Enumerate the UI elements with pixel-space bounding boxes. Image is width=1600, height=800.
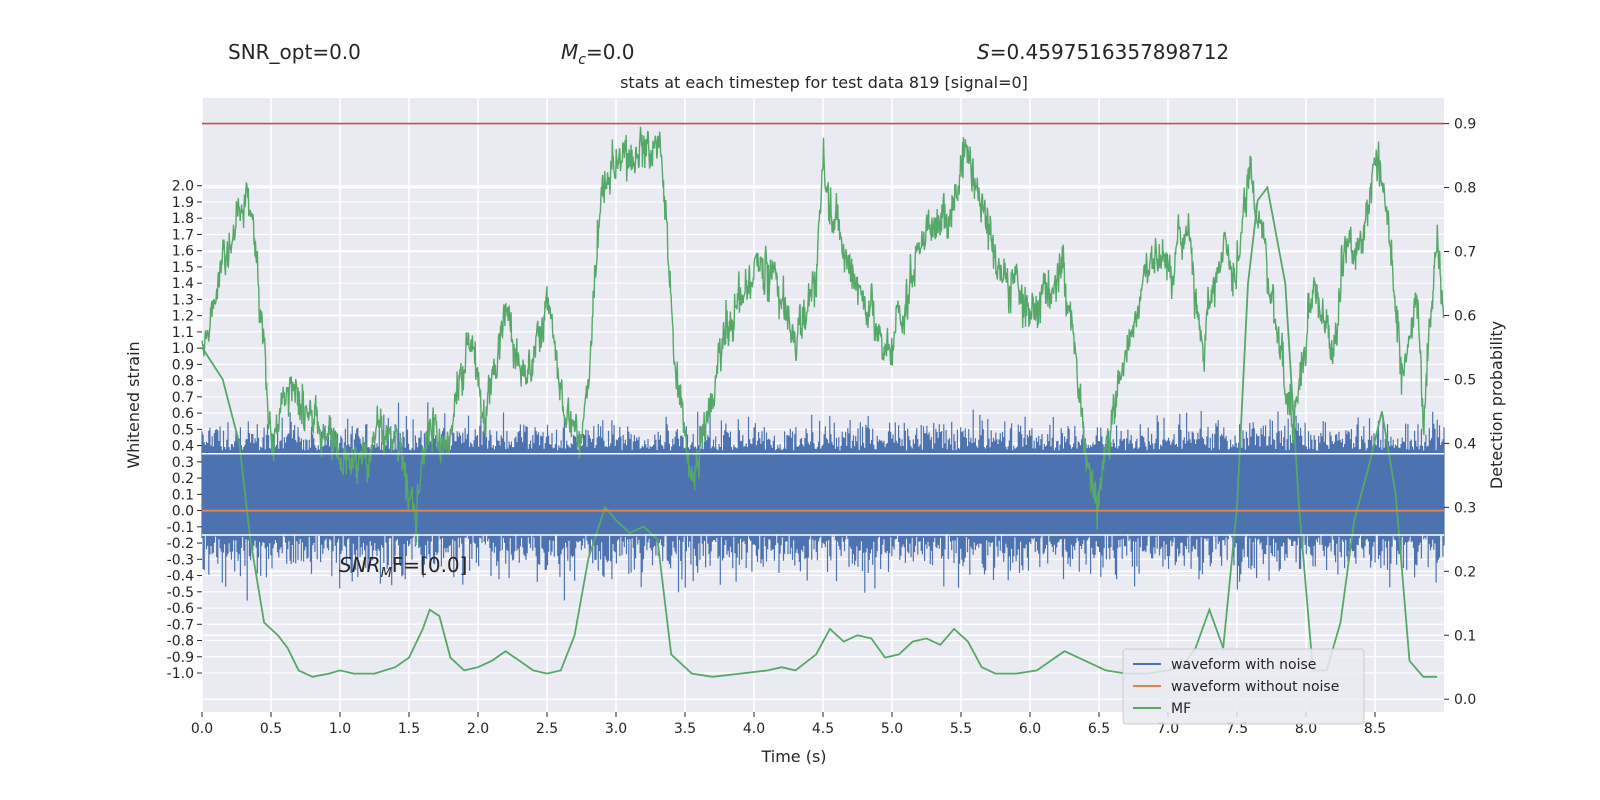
- x-tick-label: 2.5: [536, 721, 558, 737]
- y-right-tick-label: 0.5: [1454, 372, 1476, 388]
- x-tick-label: 2.0: [467, 721, 489, 737]
- y-axis-left-title: Whitened strain: [124, 341, 143, 468]
- y-left-tick-label: 1.0: [172, 341, 194, 357]
- x-tick-label: 3.0: [605, 721, 627, 737]
- x-tick-label: 0.0: [191, 721, 213, 737]
- detection-probability-series: [201, 126, 1445, 546]
- waveform-without-noise-series: [202, 452, 1444, 536]
- x-tick-label: 8.5: [1364, 721, 1386, 737]
- y-left-tick-label: 0.7: [172, 390, 194, 406]
- y-left-tick-label: 0.2: [172, 471, 194, 487]
- y-left-tick-label: -1.0: [167, 666, 194, 682]
- y-left-tick-label: 1.1: [172, 325, 194, 341]
- y-left-tick-label: -0.8: [167, 634, 194, 650]
- y-right-tick-label: 0.4: [1454, 436, 1476, 452]
- legend-label-without-noise: waveform without noise: [1171, 679, 1339, 695]
- x-tick-label: 1.0: [329, 721, 351, 737]
- y-left-tick-label: 1.8: [172, 211, 194, 227]
- header-stats: SNR_opt=0.0 Mc=0.0 S=0.4597516357898712: [228, 40, 1229, 68]
- x-axis-title: Time (s): [760, 747, 826, 766]
- y-left-tick-label: 0.0: [172, 504, 194, 520]
- x-tick-label: 8.0: [1295, 721, 1317, 737]
- y-left-tick-label: 0.5: [172, 422, 194, 438]
- y-left-tick-label: 0.3: [172, 455, 194, 471]
- legend-label-mf: MF: [1171, 701, 1191, 717]
- y-right-tick-label: 0.7: [1454, 245, 1476, 261]
- x-tick-label: 7.0: [1157, 721, 1179, 737]
- y-left-tick-label: 1.4: [172, 276, 194, 292]
- y-left-tick-label: 1.3: [172, 292, 194, 308]
- y-left-tick-label: 0.9: [172, 357, 194, 373]
- y-left-tick-label: -0.3: [167, 552, 194, 568]
- legend: waveform with noise waveform without noi…: [1122, 648, 1365, 725]
- x-tick-label: 4.5: [812, 721, 834, 737]
- x-tick-label: 6.5: [1088, 721, 1110, 737]
- mc-value: =0.0: [586, 40, 635, 64]
- x-tick-label: 5.5: [950, 721, 972, 737]
- y-left-tick-label: 1.9: [172, 195, 194, 211]
- y-left-tick-label: 0.6: [172, 406, 194, 422]
- chart-title: stats at each timestep for test data 819…: [620, 73, 1028, 92]
- snr-mf-annotation: SNRMF=[0.0]: [339, 553, 467, 581]
- x-tick-label: 7.5: [1226, 721, 1248, 737]
- mc-label: Mc=0.0: [561, 40, 635, 68]
- y-right-tick-label: 0.1: [1454, 628, 1476, 644]
- probability-line: [201, 126, 1445, 546]
- y-right-tick-label: 0.0: [1454, 692, 1476, 708]
- y-left-tick-label: -0.6: [167, 601, 194, 617]
- s-symbol: S: [977, 40, 990, 64]
- y-left-tick-label: -0.7: [167, 617, 194, 633]
- y-left-tick-label: 0.1: [172, 487, 194, 503]
- legend-label-noise: waveform with noise: [1171, 657, 1316, 673]
- noise-spikes: [201, 402, 1445, 601]
- mf-series: [201, 185, 1438, 678]
- snr-opt-label: SNR_opt=0.0: [228, 40, 361, 64]
- x-tick-label: 1.5: [398, 721, 420, 737]
- y-left-tick-label: 0.8: [172, 374, 194, 390]
- y-left-tick-label: 1.2: [172, 309, 194, 325]
- y-right-tick-label: 0.9: [1454, 117, 1476, 133]
- mf-line: [201, 185, 1438, 678]
- legend-box: [1122, 648, 1365, 725]
- y-left-tick-label: 1.5: [172, 260, 194, 276]
- axes: 0.0 0.5 1.0 1.5 2.0 2.5 3.0 3.5 4.0 4.5 5.0 5.5 6.0 6…: [167, 117, 1477, 737]
- s-value: =0.4597516357898712: [990, 40, 1229, 64]
- mc-subscript: c: [578, 52, 586, 68]
- y-right-tick-label: 0.3: [1454, 500, 1476, 516]
- y-left-tick-label: -0.2: [167, 536, 194, 552]
- s-label: S=0.4597516357898712: [977, 40, 1229, 64]
- y-left-tick-label: 2.0: [172, 179, 194, 195]
- y-left-tick-label: 1.6: [172, 244, 194, 260]
- y-left-tick-label: -0.9: [167, 650, 194, 666]
- y-right-tick-label: 0.6: [1454, 308, 1476, 324]
- y-right-tick-label: 0.8: [1454, 181, 1476, 197]
- x-tick-label: 6.0: [1019, 721, 1041, 737]
- y-left-tick-label: -0.1: [167, 520, 194, 536]
- x-tick-label: 5.0: [881, 721, 903, 737]
- x-tick-label: 3.5: [674, 721, 696, 737]
- y-left-tick-label: 1.7: [172, 227, 194, 243]
- x-tick-label: 0.5: [260, 721, 282, 737]
- y-left-tick-label: -0.4: [167, 569, 194, 585]
- y-left-tick-label: 0.4: [172, 439, 194, 455]
- mc-symbol: M: [561, 40, 578, 64]
- y-left-tick-label: -0.5: [167, 585, 194, 601]
- y-axis-right-title: Detection probability: [1487, 321, 1506, 489]
- x-tick-label: 4.0: [743, 721, 765, 737]
- y-right-tick-label: 0.2: [1454, 564, 1476, 580]
